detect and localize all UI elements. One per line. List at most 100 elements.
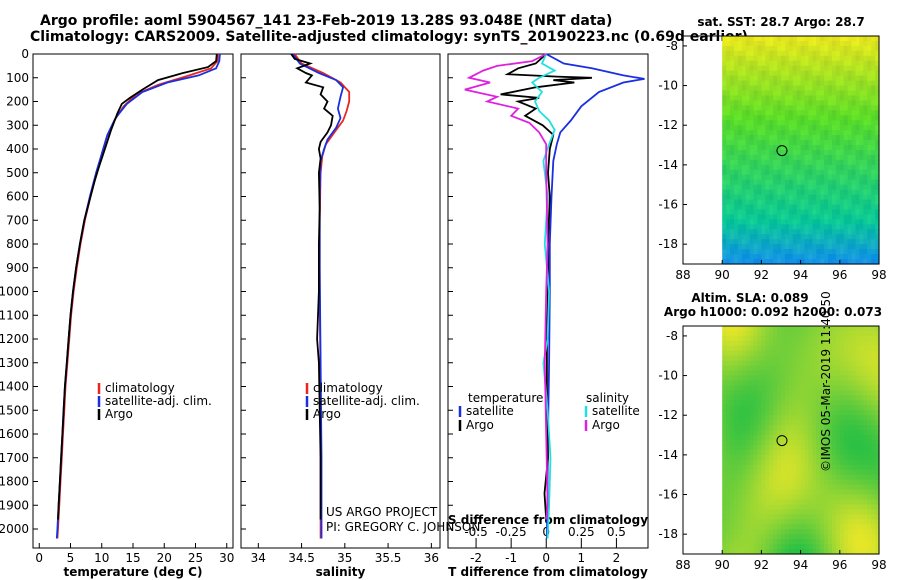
sla-map-cell [745, 385, 751, 392]
sst-map-cell [777, 244, 782, 250]
sla-map-cell [792, 514, 798, 520]
sst-map-cell [761, 184, 766, 191]
sla-map-cell [828, 385, 833, 392]
sla-map-cell [792, 484, 798, 491]
sst-map-cell [851, 194, 857, 201]
sst-map-cell [769, 159, 774, 166]
sla-map-cell [730, 454, 735, 461]
sst-map-cell [816, 164, 821, 171]
sla-map-cell [737, 395, 743, 401]
sla-map-cell [808, 375, 813, 382]
sst-map-cell [761, 115, 766, 121]
sst-map-cell [843, 95, 849, 102]
sla-map-cell [824, 405, 829, 411]
sla-map-cell [781, 420, 786, 426]
sla-map-cell [765, 519, 770, 525]
sla-map-cell [757, 365, 762, 372]
sla-map-cell [863, 405, 868, 411]
sst-map-cell [804, 135, 810, 141]
sla-map-cell [781, 415, 786, 421]
sla-map-cell [808, 420, 813, 426]
sst-map-cell [804, 80, 810, 87]
sst-map-cell [831, 45, 837, 52]
temperature-ytick-label: 700 [6, 213, 29, 227]
sla-map-cell [839, 345, 845, 352]
sla-map-cell [859, 350, 864, 357]
sla-map-cell [769, 330, 774, 337]
sla-map-cell [820, 444, 825, 451]
sst-map-cell [812, 179, 817, 186]
sla-map-cell [804, 539, 810, 545]
sla-map-cell [730, 440, 735, 446]
sla-map-cell [792, 549, 798, 555]
sst-map-cell [867, 50, 872, 57]
sla-map-cell [788, 519, 794, 525]
sst-map-cell [722, 85, 727, 92]
sst-map-cell [792, 80, 798, 87]
sla-map-cell [804, 415, 810, 421]
sla-map-cell [831, 440, 837, 446]
sla-map-cell [792, 355, 798, 362]
sla-map-cell [726, 435, 731, 441]
sla-map-cell [777, 370, 782, 377]
sla-map-cell [867, 390, 872, 396]
sla-map-cell [745, 340, 751, 347]
sst-map-cell [816, 159, 821, 166]
sla-map-cell [855, 385, 860, 392]
sla-map-cell [741, 395, 747, 401]
sla-map-cell [765, 365, 770, 372]
sla-map-cell [753, 474, 759, 481]
sla-map-cell [800, 549, 806, 555]
sst-map-cell [875, 55, 880, 62]
sla-map-cell [761, 469, 766, 476]
sst-map-cell [741, 50, 747, 57]
sst-map-cell [847, 120, 853, 126]
sla-map-cell [800, 355, 806, 362]
sst-map-cell [733, 164, 739, 171]
sst-map-cell [761, 135, 766, 141]
sla-map-cell [781, 524, 786, 530]
sst-map-cell [835, 174, 841, 181]
sst-map-cell [820, 36, 825, 42]
sla-map-cell [753, 440, 759, 446]
sla-map-cell [839, 370, 845, 377]
sst-map-cell [769, 40, 774, 47]
sst-map-cell [808, 130, 813, 136]
sst-map-cell [831, 179, 837, 186]
sla-map-cell [781, 440, 786, 446]
sst-map-cell [737, 105, 743, 111]
sst-map-cell [749, 145, 755, 151]
sst-map-cell [839, 234, 845, 240]
sst-map-cell [855, 60, 860, 67]
sla-map-cell [808, 390, 813, 396]
sla-map-cell [730, 459, 735, 466]
sla-map-cell [839, 489, 845, 496]
sla-map-cell [843, 365, 849, 372]
sla-map-cell [761, 459, 766, 466]
sla-map-cell [781, 380, 786, 387]
sla-map-cell [871, 435, 876, 441]
sst-map-cell [875, 234, 880, 240]
sla-map-cell [843, 385, 849, 392]
sst-map-cell [812, 154, 817, 161]
sst-map-cell [859, 50, 864, 57]
sst-map-cell [820, 125, 825, 131]
sla-map-cell [741, 370, 747, 377]
sla-map-cell [847, 504, 853, 510]
sla-map-cell [741, 494, 747, 501]
sst-map-cell [800, 145, 806, 151]
sst-map-cell [784, 179, 790, 186]
sla-map-cell [828, 454, 833, 461]
sst-map-cell [828, 85, 833, 92]
sla-map-cell [824, 370, 829, 377]
sla-map-cell [867, 380, 872, 387]
sla-map-cell [828, 539, 833, 545]
sst-map-cell [851, 125, 857, 131]
sla-map-cell [730, 405, 735, 411]
sst-map-cell [808, 164, 813, 171]
sla-map-cell [733, 454, 739, 461]
sla-map-cell [816, 499, 821, 506]
sla-map-cell [777, 380, 782, 387]
sla-map-cell [835, 549, 841, 555]
sst-map-xtick-label: 94 [793, 268, 808, 282]
